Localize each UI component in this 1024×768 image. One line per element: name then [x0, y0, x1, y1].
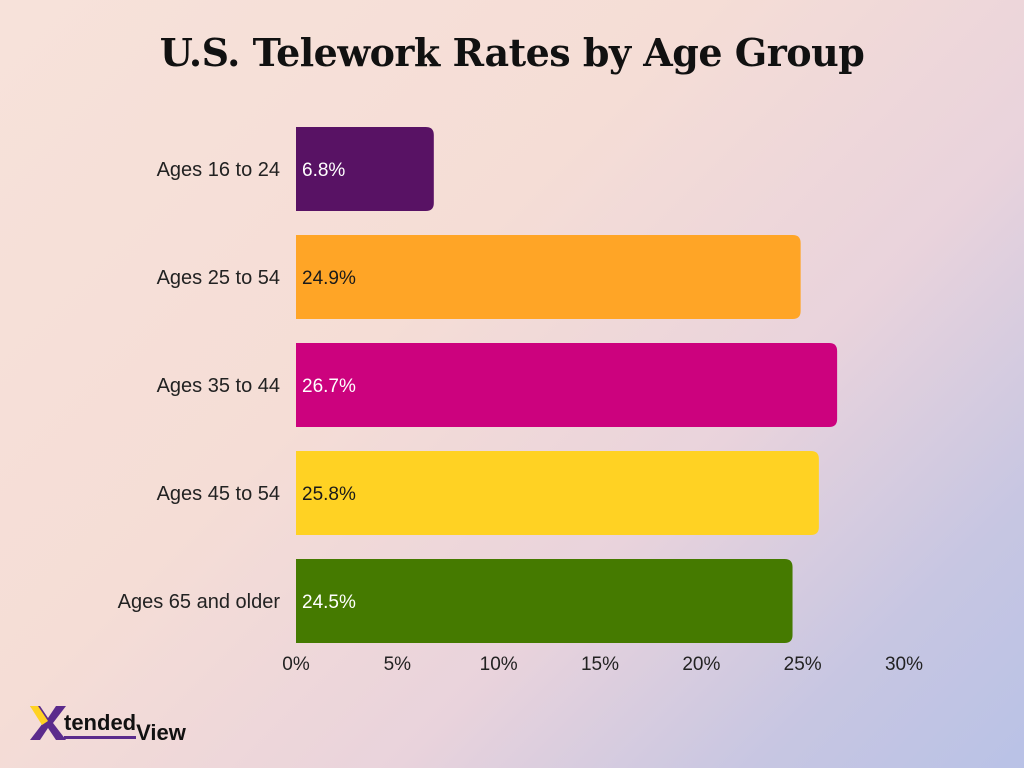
x-tick-label: 10%	[480, 654, 518, 675]
category-label: Ages 25 to 54	[157, 267, 280, 289]
category-label: Ages 45 to 54	[157, 483, 280, 505]
x-tick-label: 15%	[581, 654, 619, 675]
bar-2	[296, 343, 838, 427]
bar-3	[296, 451, 819, 535]
x-tick-label: 0%	[282, 654, 310, 675]
category-label: Ages 35 to 44	[157, 375, 280, 397]
bar-1	[296, 235, 801, 319]
value-label: 24.5%	[302, 592, 356, 613]
category-label: Ages 16 to 24	[157, 159, 280, 181]
x-axis: 0% 5% 10% 15% 20% 25% 30%	[282, 654, 923, 675]
bar-4	[296, 559, 793, 643]
value-label: 26.7%	[302, 376, 356, 397]
bar-0	[296, 127, 434, 211]
value-label: 24.9%	[302, 268, 356, 289]
x-tick-label: 20%	[682, 654, 720, 675]
category-label: Ages 65 and older	[118, 591, 281, 613]
bar-chart: Ages 16 to 24 6.8% Ages 25 to 54 24.9% Ages …	[118, 127, 923, 675]
logo-x-icon	[30, 706, 66, 740]
value-label: 6.8%	[302, 160, 345, 181]
bars-layer: Ages 16 to 24 6.8% Ages 25 to 54 24.9% Ages …	[118, 127, 838, 643]
value-label: 25.8%	[302, 484, 356, 505]
x-tick-label: 5%	[384, 654, 412, 675]
x-tick-label: 25%	[784, 654, 822, 675]
logo-word-tended: tended	[64, 710, 137, 739]
brand-logo: tendedView	[28, 702, 218, 746]
logo-word-view: View	[136, 720, 186, 745]
x-tick-label: 30%	[885, 654, 923, 675]
chart-title: U.S. Telework Rates by Age Group	[159, 30, 865, 75]
